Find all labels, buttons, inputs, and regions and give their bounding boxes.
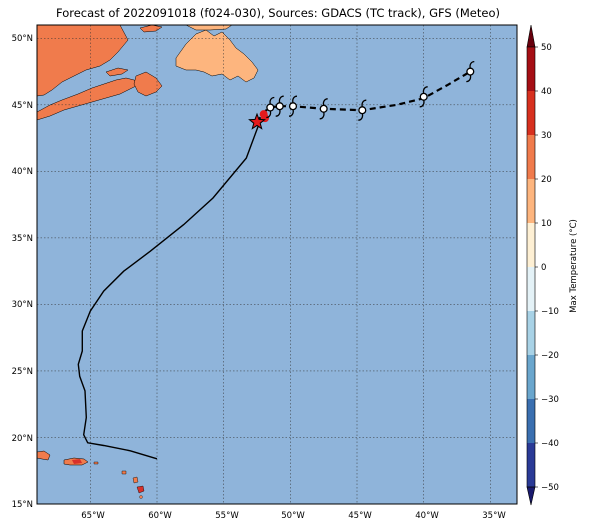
tropical-storm-icon <box>319 98 328 120</box>
colorbar-tick-label: 40 <box>541 87 552 97</box>
cb-band-m20-m10 <box>527 311 535 355</box>
lat-label-20: 20°N <box>12 434 33 444</box>
cb-band-10-20 <box>527 179 535 223</box>
lon-label-50: 50°W <box>281 511 305 521</box>
colorbar-top-extension <box>526 24 536 48</box>
tropical-storm-icon <box>419 86 428 108</box>
lon-label-40: 40°W <box>415 511 439 521</box>
colorbar-tick-label: 50 <box>541 43 552 53</box>
lon-label-65: 65°W <box>81 511 105 521</box>
colorbar-tick-label: −50 <box>541 483 559 493</box>
lat-label-15: 15°N <box>12 500 33 510</box>
lon-label-45: 45°W <box>348 511 372 521</box>
colorbar-tick-label: 0 <box>541 263 546 273</box>
cb-band-40-50 <box>527 47 535 91</box>
tropical-storm-icon <box>288 95 298 117</box>
lat-label-30: 30°N <box>12 300 33 310</box>
tropical-storm-icon <box>266 96 275 119</box>
tropical-storm-icon <box>275 95 284 117</box>
colorbar-tick-label: 10 <box>541 219 552 229</box>
lat-label-40: 40°N <box>12 167 33 177</box>
cb-band-20-30 <box>527 135 535 179</box>
lon-label-35: 35°W <box>482 511 506 521</box>
colorbar-tick-label: 20 <box>541 175 552 185</box>
land-pr-hot <box>72 459 82 464</box>
lon-label-55: 55°W <box>215 511 239 521</box>
cb-band-m30-m20 <box>527 355 535 399</box>
colorbar-tick-label: −40 <box>541 439 559 449</box>
cb-band-m40-m30 <box>527 399 535 443</box>
tropical-storm-icon <box>466 60 475 83</box>
cb-band-30-40 <box>527 91 535 135</box>
land-labrador-edge <box>185 25 233 31</box>
lon-label-60: 60°W <box>148 511 172 521</box>
lat-label-50: 50°N <box>12 34 33 44</box>
storm-track <box>77 60 475 460</box>
land-cape-breton <box>133 71 163 97</box>
land-lesser-antilles-a <box>121 470 127 475</box>
land-guadeloupe <box>136 485 145 494</box>
lat-label-45: 45°N <box>12 101 33 111</box>
land-virgin-islands <box>93 461 99 465</box>
current-position-star-icon <box>248 112 266 130</box>
map-frame <box>36 24 518 505</box>
land-lesser-antilles-b <box>132 476 139 484</box>
map-title: Forecast of 2022091018 (f024-030), Sourc… <box>56 6 500 20</box>
lat-label-25: 25°N <box>12 367 33 377</box>
land-hispaniola <box>37 450 51 461</box>
colorbar: 50 40 30 20 10 0 −10 −20 −30 −40 −50 Max Temperatu… <box>526 24 579 506</box>
land-layer <box>37 25 259 499</box>
colorbar-tick-label: −30 <box>541 395 559 405</box>
colorbar-tick-label: −10 <box>541 307 559 317</box>
cb-band-0-10 <box>527 223 535 267</box>
graticule <box>37 25 517 504</box>
colorbar-label: Max Temperature (°C) <box>569 219 579 313</box>
tropical-storm-icon <box>358 99 367 121</box>
colorbar-tick-label: 30 <box>541 131 552 141</box>
land-newfoundland <box>175 29 259 83</box>
cb-band-m50-m40 <box>527 443 535 487</box>
land-pei <box>105 67 129 77</box>
colorbar-bottom-extension <box>526 486 536 506</box>
longitude-labels: 65°W 60°W 55°W 50°W 45°W 40°W 35°W <box>81 511 506 521</box>
land-maritimes <box>37 25 129 97</box>
cb-band-m10-0 <box>527 267 535 311</box>
land-montserrat <box>139 495 143 499</box>
colorbar-tick-label: −20 <box>541 351 559 361</box>
lat-label-35: 35°N <box>12 234 33 244</box>
latitude-labels: 50°N 45°N 40°N 35°N 30°N 25°N 20°N 15°N <box>12 34 33 510</box>
past-track-line <box>77 121 261 460</box>
